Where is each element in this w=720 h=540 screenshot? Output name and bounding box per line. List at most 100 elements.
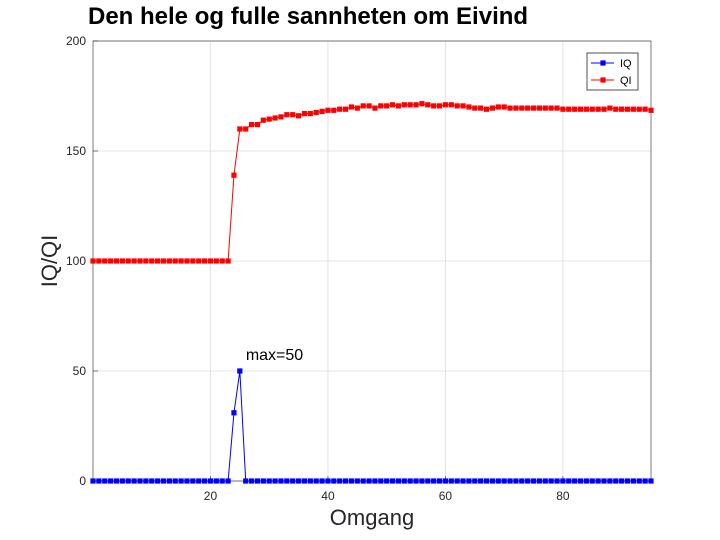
data-point-iq — [466, 478, 472, 484]
data-point-qi — [472, 105, 478, 111]
data-point-qi — [190, 258, 196, 264]
data-point-qi — [536, 105, 542, 111]
data-point-iq — [601, 478, 607, 484]
data-point-iq — [207, 478, 214, 484]
data-point-iq — [108, 478, 114, 484]
data-point-iq — [407, 478, 413, 484]
data-point-qi — [113, 258, 120, 264]
data-point-iq — [501, 478, 507, 484]
data-point-qi — [348, 104, 355, 110]
legend-box — [586, 52, 639, 91]
data-point-iq — [454, 478, 460, 484]
data-point-qi — [266, 116, 272, 122]
data-point-qi — [254, 122, 261, 128]
data-point-qi — [636, 106, 642, 112]
data-point-qi — [454, 103, 460, 109]
data-point-qi — [419, 101, 425, 107]
data-point-qi — [372, 105, 378, 111]
data-point-qi — [202, 258, 208, 264]
data-point-qi — [231, 172, 237, 178]
data-point-qi — [613, 106, 619, 112]
data-point-qi — [624, 106, 631, 112]
data-point-qi — [442, 102, 449, 108]
data-point-qi — [137, 258, 143, 264]
y-tick-label: 0 — [79, 474, 86, 488]
data-point-qi — [566, 106, 572, 112]
x-tick-label: 60 — [439, 489, 453, 503]
data-point-iq — [460, 478, 466, 484]
legend: IQ QI — [586, 52, 639, 91]
y-tick-label: 200 — [66, 34, 86, 48]
x-tick-label: 80 — [556, 489, 570, 503]
data-point-iq — [149, 478, 155, 484]
y-tick-label: 100 — [66, 254, 86, 268]
data-point-qi — [466, 104, 472, 110]
data-point-qi — [184, 258, 190, 264]
data-point-iq — [419, 478, 425, 484]
data-point-qi — [495, 104, 501, 110]
data-point-iq — [307, 478, 313, 484]
data-point-iq — [225, 478, 231, 484]
series-qi — [90, 101, 654, 264]
data-point-iq — [301, 478, 308, 484]
data-point-qi — [642, 106, 648, 112]
data-point-qi — [513, 105, 519, 111]
data-point-qi — [260, 117, 266, 123]
data-point-qi — [160, 258, 167, 264]
data-point-iq — [360, 478, 366, 484]
data-point-iq — [589, 478, 595, 484]
data-point-qi — [425, 102, 431, 108]
data-point-iq — [284, 478, 290, 484]
data-point-iq — [313, 478, 319, 484]
data-point-iq — [254, 478, 261, 484]
data-point-iq — [478, 478, 484, 484]
data-point-iq — [425, 478, 431, 484]
data-point-iq — [342, 478, 349, 484]
data-point-iq — [272, 478, 278, 484]
data-point-iq — [266, 478, 272, 484]
data-point-iq — [366, 478, 372, 484]
data-point-iq — [243, 478, 249, 484]
series-line-iq — [93, 370, 651, 482]
data-point-iq — [290, 478, 296, 484]
data-point-qi — [248, 122, 255, 128]
data-point-iq — [96, 478, 102, 484]
data-point-iq — [319, 478, 325, 484]
data-point-qi — [648, 107, 654, 113]
data-point-qi — [542, 105, 548, 111]
data-point-qi — [213, 258, 219, 264]
data-point-iq — [566, 478, 572, 484]
data-point-qi — [607, 105, 613, 111]
data-point-qi — [278, 114, 284, 120]
data-point-iq — [560, 478, 566, 484]
max-annotation: max=50 — [246, 347, 303, 364]
data-point-qi — [272, 115, 278, 121]
data-point-iq — [178, 478, 184, 484]
data-point-iq — [155, 478, 161, 484]
data-point-iq — [190, 478, 196, 484]
data-point-qi — [284, 112, 290, 118]
legend-marker-iq — [600, 60, 606, 66]
data-point-qi — [530, 105, 537, 111]
data-point-iq — [237, 368, 243, 374]
data-point-qi — [366, 103, 372, 109]
data-point-qi — [325, 107, 331, 113]
data-point-iq — [483, 478, 490, 484]
data-point-iq — [630, 478, 636, 484]
data-point-iq — [184, 478, 190, 484]
data-point-qi — [554, 105, 560, 111]
data-point-iq — [102, 478, 108, 484]
data-point-iq — [613, 478, 619, 484]
data-point-qi — [395, 103, 402, 109]
data-point-iq — [448, 478, 454, 484]
data-point-iq — [354, 478, 360, 484]
data-point-qi — [583, 106, 589, 112]
data-point-qi — [489, 105, 496, 111]
data-point-iq — [530, 478, 537, 484]
data-point-qi — [125, 258, 131, 264]
data-point-iq — [143, 478, 149, 484]
legend-marker-qi — [600, 77, 606, 83]
data-point-iq — [325, 478, 331, 484]
y-axis-label: IQ/QI — [37, 235, 62, 288]
x-axis-label: Omgang — [330, 505, 414, 530]
